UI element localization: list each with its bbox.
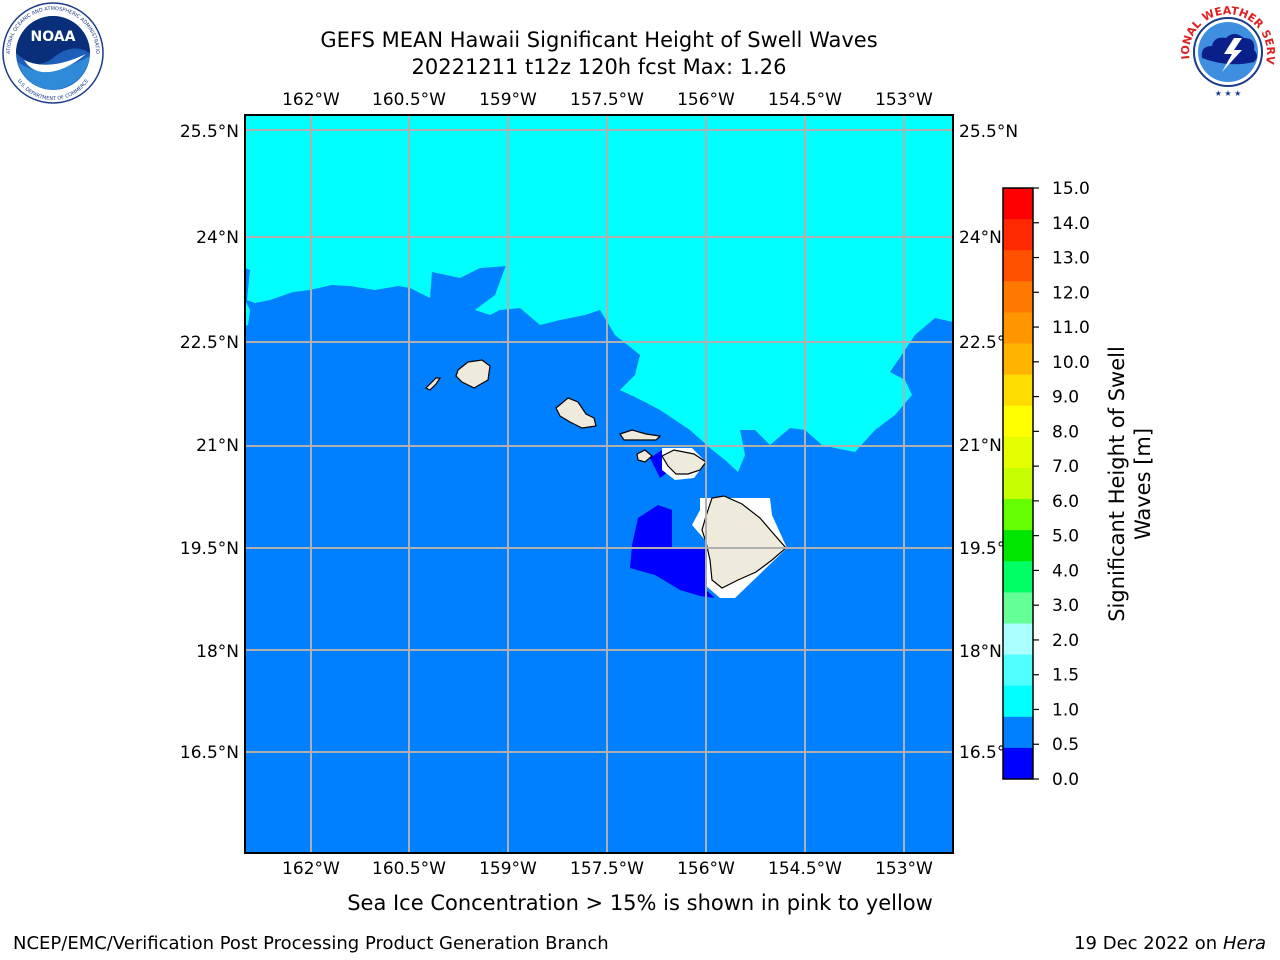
lat-label-left: 22.5°N — [180, 333, 239, 353]
colorbar-band — [1003, 561, 1033, 593]
run-date: 19 Dec 2022 on Hera — [1074, 933, 1266, 954]
lon-label-top: 154.5°W — [768, 90, 842, 110]
colorbar-tick-label: 14.0 — [1052, 214, 1090, 234]
colorbar-tick-label: 3.0 — [1052, 596, 1079, 616]
lon-label-bottom: 162°W — [282, 859, 340, 879]
colorbar-tick-label: 5.0 — [1052, 527, 1079, 547]
colorbar-tick-label: 1.5 — [1052, 666, 1079, 686]
host-name: Hera — [1222, 933, 1266, 954]
lat-label-right: 18°N — [959, 642, 1002, 662]
lon-labels-bottom: 162°W 160.5°W 159°W 157.5°W 156°W 154.5°… — [282, 859, 933, 879]
colorbar-tick-label: 2.0 — [1052, 631, 1079, 651]
lat-labels-left: 25.5°N 24°N 22.5°N 21°N 19.5°N 18°N 16.5… — [180, 122, 239, 763]
lon-label-bottom: 160.5°W — [372, 859, 446, 879]
lon-label-bottom: 156°W — [677, 859, 735, 879]
lon-label-top: 156°W — [677, 90, 735, 110]
island-lanai — [636, 449, 653, 463]
lat-label-right: 21°N — [959, 436, 1002, 456]
colorbar — [1003, 188, 1033, 780]
colorbar-tick-label: 8.0 — [1052, 422, 1079, 442]
map-area — [245, 115, 953, 853]
lat-label-left: 21°N — [196, 436, 239, 456]
colorbar-label-line2: Waves [m] — [1131, 428, 1155, 540]
lat-label-left: 24°N — [196, 228, 239, 248]
map-subtitle: 20221211 t12z 120h fcst Max: 1.26 — [411, 55, 787, 79]
lon-label-top: 159°W — [479, 90, 537, 110]
colorbar-band — [1003, 592, 1033, 624]
colorbar-tick-label: 4.0 — [1052, 561, 1079, 581]
colorbar-band — [1003, 685, 1033, 718]
colorbar-tick-label: 10.0 — [1052, 353, 1090, 373]
lon-label-top: 153°W — [875, 90, 933, 110]
sea-ice-note: Sea Ice Concentration > 15% is shown in … — [347, 891, 933, 915]
colorbar-band — [1003, 530, 1033, 562]
colorbar-ticks: 15.0 14.0 13.0 12.0 11.0 10.0 9.0 8.0 7.0 6.0 5.0 4… — [1033, 179, 1090, 790]
colorbar-tick-label: 13.0 — [1052, 249, 1090, 269]
colorbar-band — [1003, 436, 1033, 469]
map-frame — [244, 114, 954, 854]
lon-label-top: 157.5°W — [570, 90, 644, 110]
graticule — [245, 115, 953, 853]
lat-label-right: 25.5°N — [959, 122, 1018, 142]
swell-field-1.0-1.5-edge — [245, 300, 250, 326]
colorbar-tick-label: 15.0 — [1052, 179, 1090, 199]
colorbar-band — [1003, 312, 1033, 345]
colorbar-band — [1003, 654, 1033, 687]
colorbar-tick-label: 12.0 — [1052, 283, 1090, 303]
lat-label-left: 18°N — [196, 642, 239, 662]
noaa-logo-text: NOAA — [31, 29, 76, 45]
colorbar-tick-label: 7.0 — [1052, 457, 1079, 477]
nws-logo: NATIONAL WEATHER SERVICE ★ ★ ★ — [1178, 2, 1277, 100]
island-molokai — [619, 429, 662, 441]
colorbar-band — [1003, 250, 1033, 282]
colorbar-band — [1003, 467, 1033, 500]
lon-label-bottom: 157.5°W — [570, 859, 644, 879]
noaa-logo: NOAA NATIONAL OCEANIC AND ATMOSPHERIC AD… — [2, 2, 104, 104]
island-hawaii — [701, 495, 787, 589]
colorbar-band — [1003, 623, 1033, 656]
colorbar-band — [1003, 343, 1033, 376]
colorbar-band — [1003, 374, 1033, 407]
colorbar-band — [1003, 716, 1033, 749]
map-title: GEFS MEAN Hawaii Significant Height of S… — [320, 28, 878, 52]
colorbar-frame — [1002, 187, 1034, 780]
colorbar-tick-label: 6.0 — [1052, 492, 1079, 512]
colorbar-band — [1003, 281, 1033, 313]
colorbar-label-line1: Significant Height of Swell — [1105, 346, 1129, 622]
lon-label-bottom: 154.5°W — [768, 859, 842, 879]
credit-text: NCEP/EMC/Verification Post Processing Pr… — [13, 933, 609, 954]
colorbar-band — [1003, 499, 1033, 531]
colorbar-band — [1003, 747, 1033, 780]
lat-label-left: 19.5°N — [180, 539, 239, 559]
lat-label-left: 16.5°N — [180, 743, 239, 763]
lon-label-bottom: 153°W — [875, 859, 933, 879]
nws-logo-stars: ★ ★ ★ — [1215, 89, 1242, 98]
lat-label-left: 25.5°N — [180, 122, 239, 142]
colorbar-tick-label: 11.0 — [1052, 318, 1090, 338]
colorbar-band — [1003, 405, 1033, 438]
islands — [424, 359, 787, 589]
run-date-text: 19 Dec 2022 on — [1074, 933, 1218, 954]
island-niihau — [424, 377, 442, 391]
lon-labels-top: 162°W 160.5°W 159°W 157.5°W 156°W 154.5°… — [282, 90, 933, 110]
colorbar-tick-label: 0.5 — [1052, 735, 1079, 755]
swell-field-0.0-0.5 — [630, 505, 715, 598]
lon-label-top: 162°W — [282, 90, 340, 110]
island-maui — [661, 449, 707, 475]
colorbar-band — [1003, 188, 1033, 220]
swell-field-1.0-1.5 — [245, 115, 953, 472]
colorbar-tick-label: 9.0 — [1052, 388, 1079, 408]
lat-label-right: 24°N — [959, 228, 1002, 248]
island-oahu — [555, 397, 597, 429]
island-kauai — [455, 359, 491, 389]
lon-label-bottom: 159°W — [479, 859, 537, 879]
colorbar-tick-label: 1.0 — [1052, 700, 1079, 720]
colorbar-tick-label: 0.0 — [1052, 770, 1079, 790]
colorbar-band — [1003, 219, 1033, 251]
lon-label-top: 160.5°W — [372, 90, 446, 110]
